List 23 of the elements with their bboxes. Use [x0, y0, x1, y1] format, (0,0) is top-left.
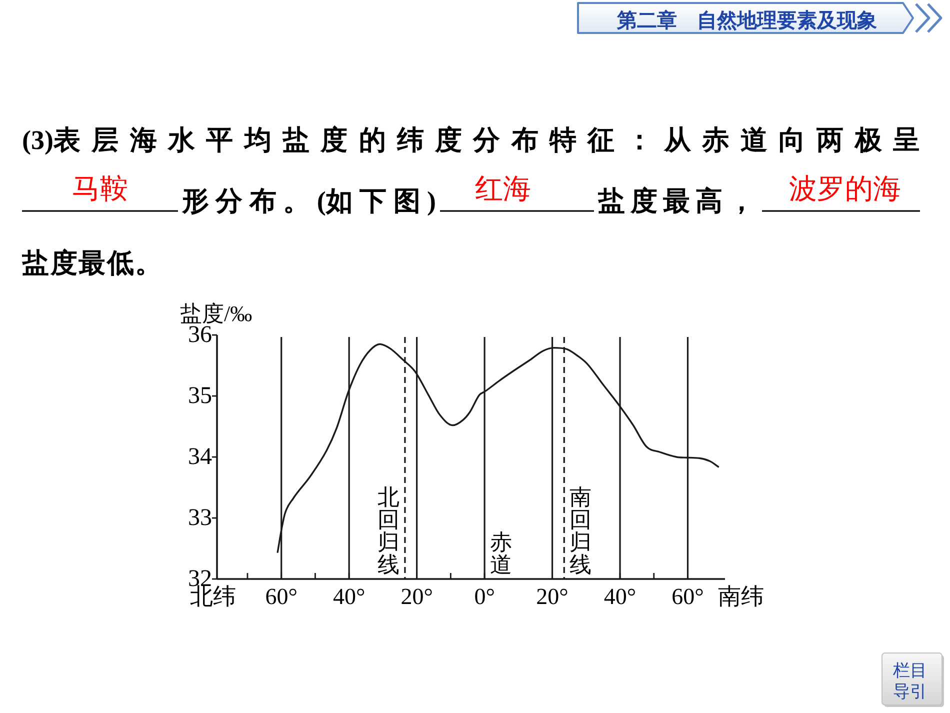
x-tick-label: 0°: [474, 584, 495, 609]
text: 栏目导引: [892, 661, 927, 701]
text: 马鞍: [72, 173, 128, 204]
ref-line-label: 南回归线: [570, 484, 592, 577]
text: 红海: [475, 173, 531, 204]
x-tick-label: 60°: [265, 584, 298, 609]
y-tick-label: 34: [188, 444, 212, 470]
text: 波罗的海: [789, 173, 901, 204]
ref-line-label: 赤道: [490, 530, 512, 577]
y-tick-label: 33: [188, 505, 212, 531]
x-tick-label: 60°: [672, 584, 704, 609]
text: 形分布。(如下图): [181, 186, 436, 216]
text: 盐度最低。: [21, 248, 164, 278]
text: 南纬: [718, 584, 764, 609]
text: 第二章 自然地理要素及现象: [616, 9, 877, 32]
text: (3)表层海水平均盐度的纬度分布特征：从赤道向两极呈: [22, 125, 932, 155]
x-tick-label: 40°: [332, 584, 366, 609]
ref-line-label: 北回归线: [377, 484, 400, 577]
x-tick-label: 20°: [400, 584, 433, 609]
x-tick-label: 40°: [604, 584, 636, 609]
y-tick-label: 35: [188, 383, 212, 409]
x-tick-label: 20°: [536, 584, 568, 609]
text: 盐度最高，: [597, 186, 760, 216]
